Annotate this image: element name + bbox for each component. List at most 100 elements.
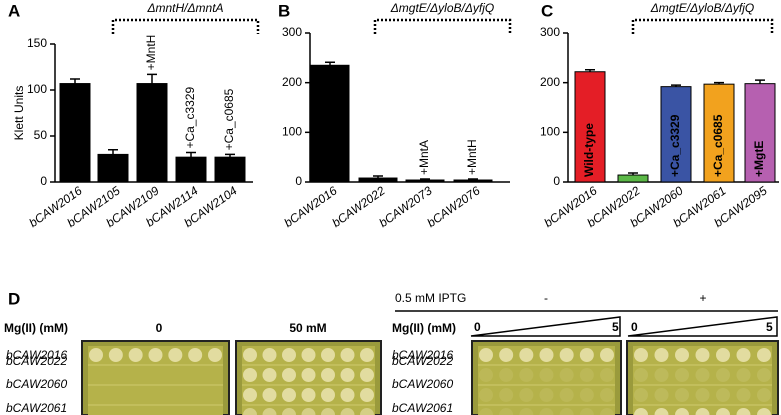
error-bar <box>325 61 335 66</box>
strain-label: bCAW2022 <box>392 354 453 368</box>
error-bar <box>714 81 724 85</box>
strain-label: bCAW2060 <box>392 377 453 391</box>
y-tick-label: 100 <box>540 125 560 139</box>
colony-spot <box>539 368 554 382</box>
colony-spot <box>736 408 751 415</box>
colony-spot <box>340 408 355 415</box>
colony-spot <box>243 368 257 382</box>
gradient-end: 0 <box>474 320 481 334</box>
error-bar <box>186 151 196 158</box>
colony-spot <box>559 368 574 382</box>
gradient-wedge <box>470 316 621 337</box>
colony-spot <box>600 348 614 362</box>
bar <box>136 83 168 183</box>
colony-spot <box>148 348 163 362</box>
bar-label: +Ca_c3329 <box>183 87 197 149</box>
colony-spot <box>654 348 669 362</box>
error-bar <box>108 149 118 155</box>
error-bar <box>420 178 430 181</box>
colony-spot <box>340 368 355 382</box>
colony-spot <box>321 388 335 402</box>
error-bar <box>468 178 478 181</box>
colony-spot <box>539 408 554 415</box>
colony-spot <box>654 368 669 382</box>
error-bar <box>70 78 80 84</box>
error-bar <box>147 73 157 84</box>
bracket-label: ΔmgtE/ΔyloB/ΔyfjQ <box>390 1 495 15</box>
colony-spot <box>600 388 614 402</box>
mg-label: Mg(II) (mM) <box>4 321 68 335</box>
colony-spot <box>579 408 594 415</box>
colony-spot <box>559 408 574 415</box>
bar <box>617 174 649 183</box>
colony-spot <box>579 368 594 382</box>
colony-spot <box>243 408 257 415</box>
strain-label: bCAW2061 <box>6 401 67 415</box>
x-tick-label: bCAW2073 <box>376 183 434 230</box>
bar-label: +MntH <box>465 139 479 175</box>
error-bar <box>585 69 595 72</box>
colony-spot <box>89 348 103 362</box>
colony-spot <box>340 348 355 362</box>
colony-spot <box>360 408 374 415</box>
bracket <box>373 18 512 34</box>
colony-spot <box>736 388 751 402</box>
colony-spot <box>757 368 771 382</box>
bracket <box>111 18 260 34</box>
mg-label: Mg(II) (mM) <box>392 321 456 335</box>
bar-label: +MgtE <box>752 141 766 177</box>
strain-label: bCAW2022 <box>6 354 67 368</box>
colony-spot <box>168 348 183 362</box>
colony-spot <box>479 348 493 362</box>
y-axis-label: Klett Units <box>12 86 26 141</box>
colony-spot <box>634 348 648 362</box>
condition-label: 50 mM <box>289 321 326 335</box>
colony-spot <box>499 408 514 415</box>
colony-spot <box>321 408 335 415</box>
colony-spot <box>188 348 203 362</box>
colony-spot <box>301 388 316 402</box>
colony-spot <box>321 348 335 362</box>
colony-spot <box>479 368 493 382</box>
colony-spot <box>695 368 710 382</box>
iptg-state: + <box>699 291 706 305</box>
colony-spot <box>282 408 296 415</box>
colony-spot <box>736 368 751 382</box>
y-tick-label: 300 <box>540 25 560 39</box>
x-tick-label: bCAW2016 <box>281 183 339 230</box>
colony-spot <box>675 368 689 382</box>
colony-spot <box>519 388 534 402</box>
colony-spot <box>757 408 771 415</box>
colony-spot <box>208 348 222 362</box>
colony-spot <box>499 388 514 402</box>
strain-label: bCAW2061 <box>392 401 453 415</box>
colony-spot <box>282 348 296 362</box>
colony-spot <box>360 368 374 382</box>
colony-spot <box>695 348 710 362</box>
y-tick-label: 50 <box>34 128 48 142</box>
bar-label: +Ca_c0685 <box>711 114 725 177</box>
colony-spot <box>301 348 316 362</box>
colony-spot <box>695 408 710 415</box>
bracket <box>631 18 774 34</box>
error-bar <box>628 172 638 176</box>
condition-label: 0 <box>156 321 163 335</box>
bar-label: +MntH <box>144 35 158 71</box>
colony-spot <box>479 388 493 402</box>
bracket-label: ΔmntH/ΔmntA <box>146 1 223 15</box>
colony-spot <box>262 368 277 382</box>
colony-spot <box>757 348 771 362</box>
strain-label: bCAW2016 <box>6 348 67 362</box>
colony-spot <box>579 388 594 402</box>
colony-spot <box>716 368 730 382</box>
bar <box>744 83 776 183</box>
y-tick-label: 150 <box>27 36 47 50</box>
colony-spot <box>539 348 554 362</box>
bar-label: Wild-type <box>582 123 596 177</box>
colony-spot <box>654 388 669 402</box>
y-tick-label: 100 <box>27 82 47 96</box>
colony-spot <box>282 368 296 382</box>
iptg-label: 0.5 mM IPTG <box>395 291 466 305</box>
colony-spot <box>716 348 730 362</box>
colony-spot <box>539 388 554 402</box>
